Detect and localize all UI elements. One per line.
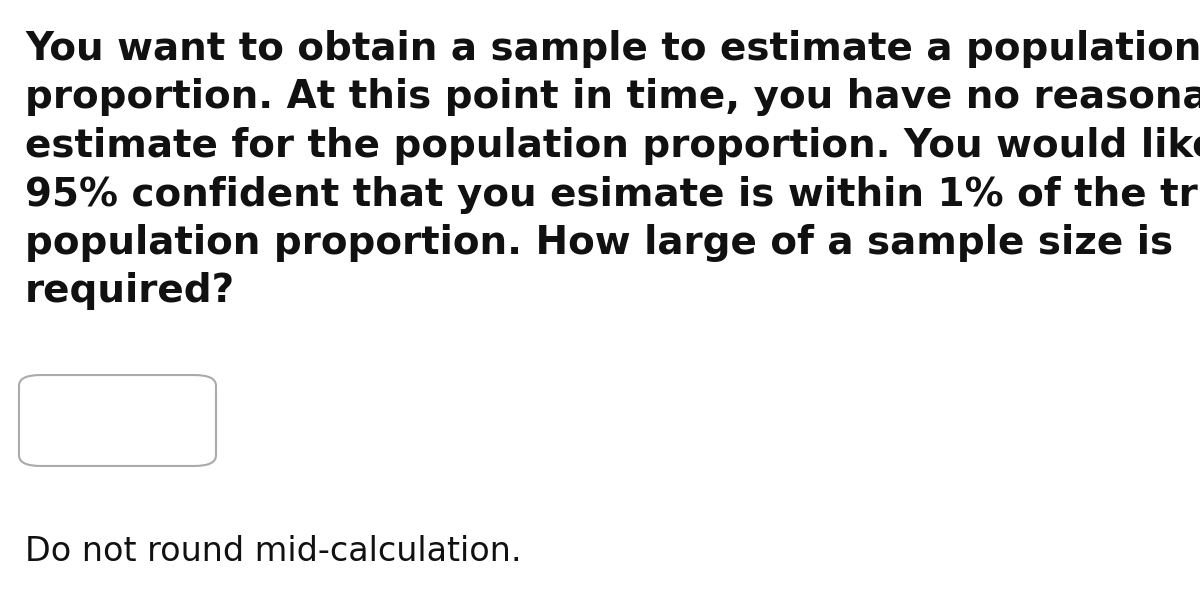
Text: Do not round mid-calculation.: Do not round mid-calculation. xyxy=(25,535,522,568)
Text: You want to obtain a sample to estimate a population
proportion. At this point i: You want to obtain a sample to estimate … xyxy=(25,30,1200,311)
